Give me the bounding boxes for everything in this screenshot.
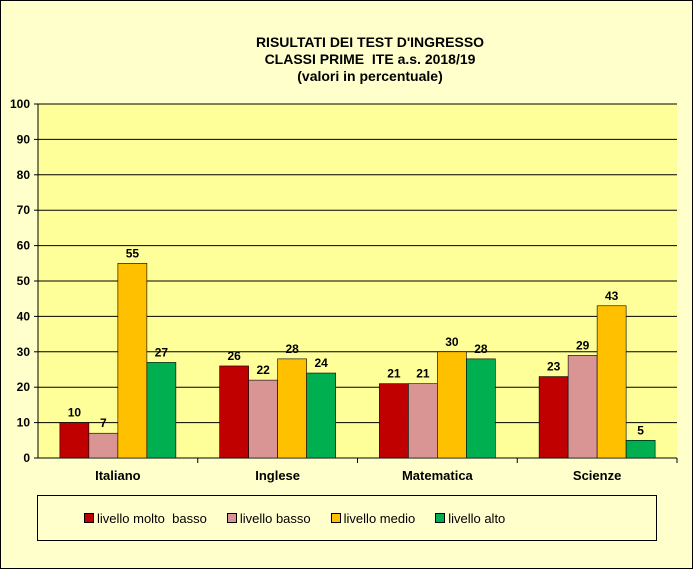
- bar-inglese-3: [306, 372, 336, 459]
- y-tick-label-50: 50: [17, 274, 31, 288]
- y-tick-label-60: 60: [17, 239, 31, 253]
- legend-item-alto: livello alto: [435, 511, 505, 526]
- bar-italiano-2: [117, 262, 148, 459]
- bar-matematica-2: [437, 351, 467, 459]
- bar-inglese-2: [277, 358, 307, 459]
- chart-title-line-2: CLASSI PRIME ITE a.s. 2018/19: [264, 51, 476, 67]
- data-label-italiano-0: 10: [68, 406, 82, 420]
- legend-swatch-basso: [226, 513, 237, 523]
- legend-label-molto-basso: livello molto basso: [97, 510, 207, 526]
- legend-swatch-alto: [435, 513, 446, 523]
- bar-scienze-0: [538, 376, 569, 459]
- data-label-scienze-0: 23: [547, 360, 561, 374]
- bar-italiano-3: [146, 362, 177, 459]
- bar-italiano-0: [59, 422, 90, 459]
- legend-item-medio: livello medio: [330, 510, 416, 526]
- data-label-italiano-1: 7: [100, 416, 107, 430]
- x-tick-label-scienze: Scienze: [573, 468, 621, 483]
- data-label-inglese-3: 24: [314, 356, 328, 370]
- y-tick-label-10: 10: [17, 416, 31, 430]
- bar-italiano-1: [88, 432, 119, 459]
- data-label-matematica-0: 21: [387, 367, 401, 381]
- data-label-matematica-2: 30: [445, 335, 459, 349]
- y-tick-label-30: 30: [17, 345, 31, 359]
- bar-scienze-3: [625, 439, 656, 459]
- data-label-inglese-1: 22: [256, 363, 270, 377]
- y-tick-label-90: 90: [17, 132, 31, 146]
- data-label-inglese-0: 26: [227, 349, 241, 363]
- bar-inglese-1: [248, 379, 278, 459]
- bar-matematica-3: [466, 358, 496, 459]
- data-label-scienze-3: 5: [637, 423, 644, 437]
- bar-scienze-1: [567, 355, 598, 459]
- y-tick-label-0: 0: [23, 451, 30, 465]
- y-tick-label-100: 100: [10, 97, 30, 111]
- y-tick-label-80: 80: [17, 168, 31, 182]
- bar-inglese-0: [219, 365, 249, 459]
- data-label-inglese-2: 28: [285, 342, 299, 356]
- x-tick-label-inglese: Inglese: [255, 468, 300, 483]
- legend-swatch-molto-basso: [84, 513, 94, 523]
- data-label-scienze-2: 43: [605, 289, 619, 303]
- y-tick-label-40: 40: [17, 309, 31, 323]
- data-label-italiano-3: 27: [155, 345, 169, 359]
- y-tick-label-20: 20: [17, 380, 31, 394]
- legend-item-basso: livello basso: [226, 510, 311, 526]
- x-tick-label-italiano: Italiano: [95, 468, 141, 483]
- data-label-italiano-2: 55: [126, 246, 140, 260]
- legend-item-molto-basso: livello molto basso: [84, 511, 207, 526]
- legend-label-medio: livello medio: [343, 510, 416, 526]
- legend: livello molto basso livello basso livell…: [37, 495, 657, 541]
- chart-title: RISULTATI DEI TEST D'INGRESSO CLASSI PRI…: [200, 34, 540, 85]
- bar-matematica-1: [408, 383, 438, 459]
- chart-title-line-1: RISULTATI DEI TEST D'INGRESSO: [255, 34, 485, 50]
- legend-swatch-medio: [330, 513, 341, 523]
- y-tick-label-70: 70: [17, 203, 31, 217]
- chart-title-line-3: (valori in percentuale): [297, 68, 443, 84]
- data-label-scienze-1: 29: [576, 338, 590, 352]
- data-label-matematica-1: 21: [416, 367, 430, 381]
- data-label-matematica-3: 28: [474, 342, 488, 356]
- legend-label-alto: livello alto: [448, 510, 506, 526]
- bar-matematica-0: [379, 383, 409, 459]
- x-tick-label-matematica: Matematica: [402, 468, 474, 483]
- bar-scienze-2: [596, 305, 627, 459]
- legend-label-basso: livello basso: [239, 510, 311, 526]
